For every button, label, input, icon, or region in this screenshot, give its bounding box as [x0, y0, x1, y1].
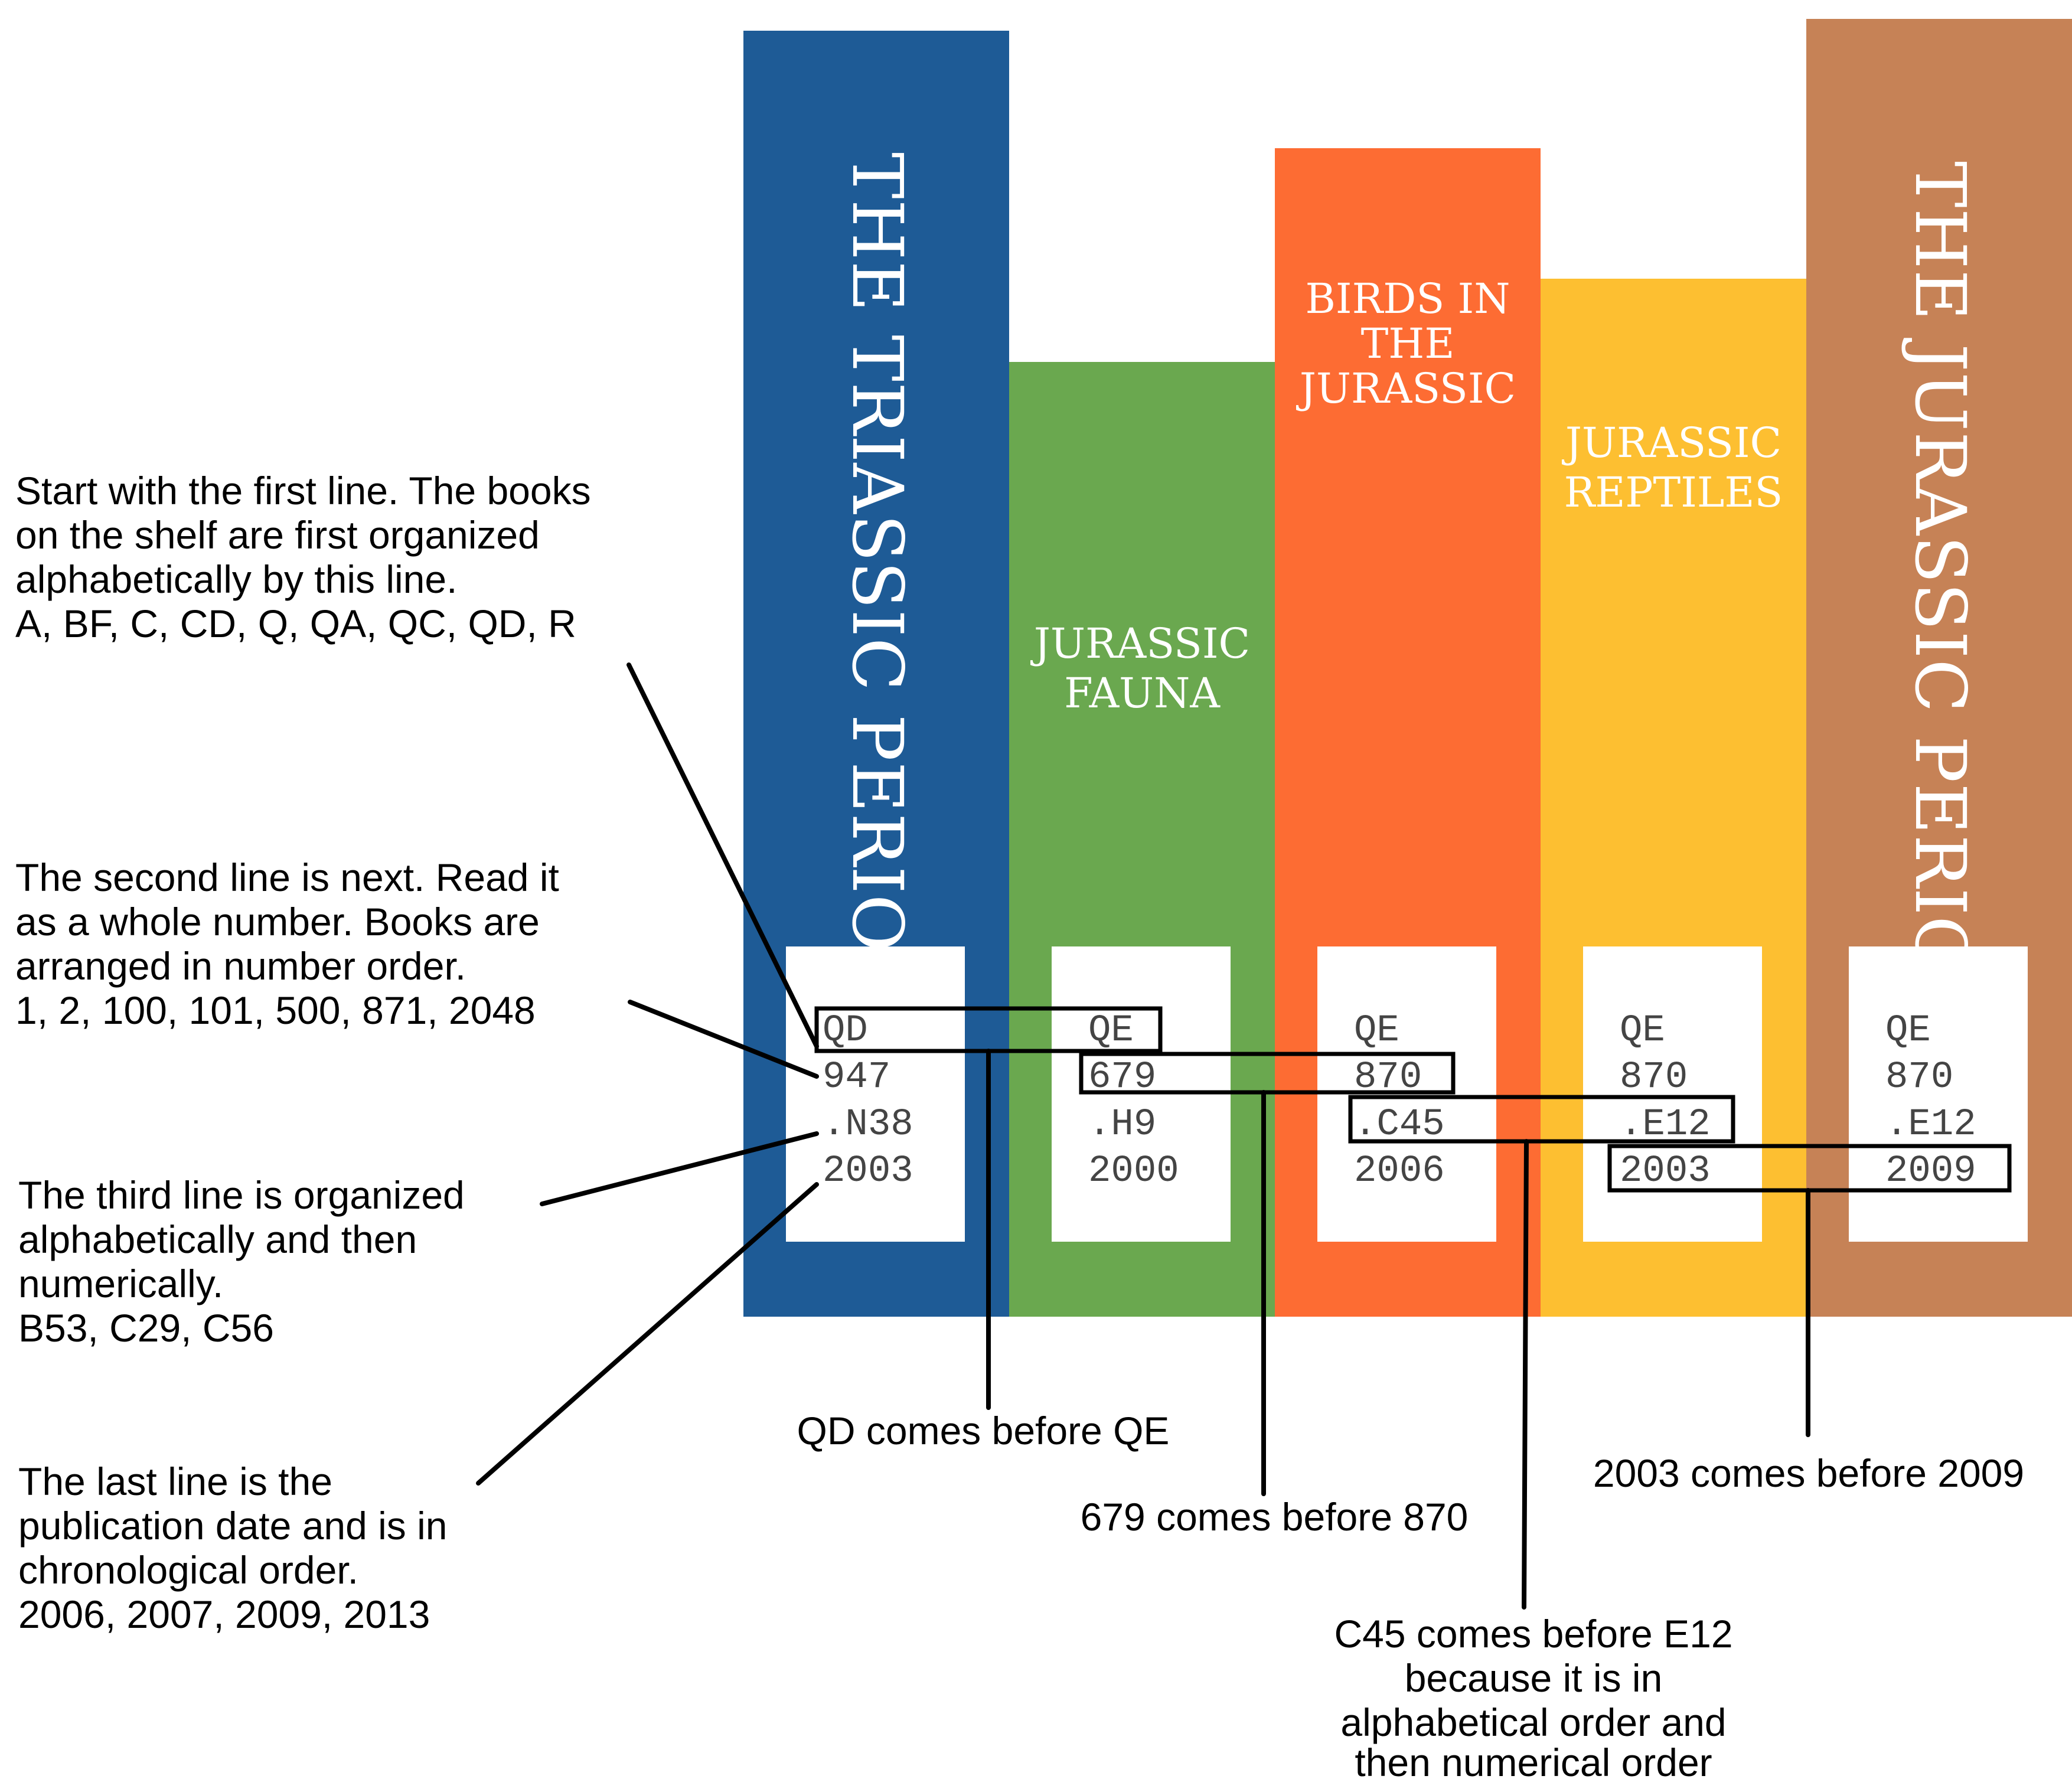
note-first-line-2: on the shelf are first organized: [15, 513, 540, 557]
book-5-number: 870: [1885, 1056, 1953, 1099]
book-5-class: QE: [1885, 1010, 1931, 1052]
book-1-class: QD: [823, 1010, 868, 1052]
note-last-line-4: 2006, 2007, 2009, 2013: [18, 1592, 430, 1636]
note-last-line-2: publication date and is in: [18, 1504, 448, 1548]
book-5-year: 2009: [1885, 1150, 1976, 1193]
book-2-class: QE: [1088, 1010, 1134, 1052]
book-1-title: THE TRIASSIC PERIOD: [837, 152, 918, 1008]
book-3-year: 2006: [1354, 1150, 1445, 1193]
book-2-title-line-2: FAUNA: [1064, 669, 1221, 717]
note-2003-2009: 2003 comes before 2009: [1593, 1451, 2024, 1495]
connector-last-line: [478, 1184, 817, 1483]
book-1-number: 947: [823, 1056, 890, 1099]
note-c45-e12-4: then numerical order: [1355, 1741, 1712, 1779]
book-2-year: 2000: [1088, 1150, 1179, 1193]
book-1-year: 2003: [823, 1150, 913, 1193]
note-second-line-2: as a whole number. Books are: [15, 900, 540, 944]
book-3-title-line-3: JURASSIC: [1296, 364, 1516, 413]
book-4-title-line-1: JURASSIC: [1562, 419, 1781, 467]
note-qd-qe: QD comes before QE: [797, 1409, 1170, 1452]
note-last-line-3: chronological order.: [18, 1548, 358, 1592]
bottom-notes: QD comes before QE 679 comes before 870 …: [797, 1409, 2025, 1779]
book-5-cutter: .E12: [1885, 1104, 1976, 1146]
note-second-line-4: 1, 2, 100, 101, 500, 871, 2048: [15, 988, 536, 1032]
note-third-line-1: The third line is organized: [18, 1173, 465, 1217]
note-last-line-1: The last line is the: [18, 1460, 332, 1503]
note-c45-e12-3: alphabetical order and: [1340, 1700, 1726, 1744]
book-4-year: 2003: [1620, 1150, 1711, 1193]
note-first-line-1: Start with the first line. The books: [15, 469, 591, 513]
connector-c45-e12: [1524, 1141, 1526, 1607]
book-3-title-line-2: THE: [1361, 319, 1455, 368]
note-third-line-2: alphabetically and then: [18, 1217, 417, 1261]
book-1-cutter: .N38: [823, 1104, 913, 1146]
book-3-title-line-1: BIRDS IN: [1305, 275, 1510, 323]
note-679-870: 679 comes before 870: [1081, 1495, 1469, 1539]
book-2-cutter: .H9: [1088, 1104, 1156, 1146]
book-5-title: THE JURASSIC PERIOD: [1900, 161, 1981, 1030]
note-third-line-3: numerically.: [18, 1262, 223, 1305]
book-4-number: 870: [1620, 1056, 1688, 1099]
note-c45-e12-1: C45 comes before E12: [1334, 1612, 1732, 1656]
note-first-line-3: alphabetically by this line.: [15, 557, 457, 601]
note-third-line-4: B53, C29, C56: [18, 1306, 274, 1350]
book-4-class: QE: [1620, 1010, 1665, 1052]
note-second-line-1: The second line is next. Read it: [15, 856, 559, 899]
note-c45-e12-2: because it is in: [1405, 1656, 1663, 1700]
note-second-line-3: arranged in number order.: [15, 944, 466, 988]
note-first-line-4: A, BF, C, CD, Q, QA, QC, QD, R: [15, 602, 576, 645]
book-4-title-line-2: REPTILES: [1564, 468, 1783, 517]
book-2-title-line-1: JURASSIC: [1030, 619, 1250, 668]
book-3-class: QE: [1354, 1010, 1399, 1052]
